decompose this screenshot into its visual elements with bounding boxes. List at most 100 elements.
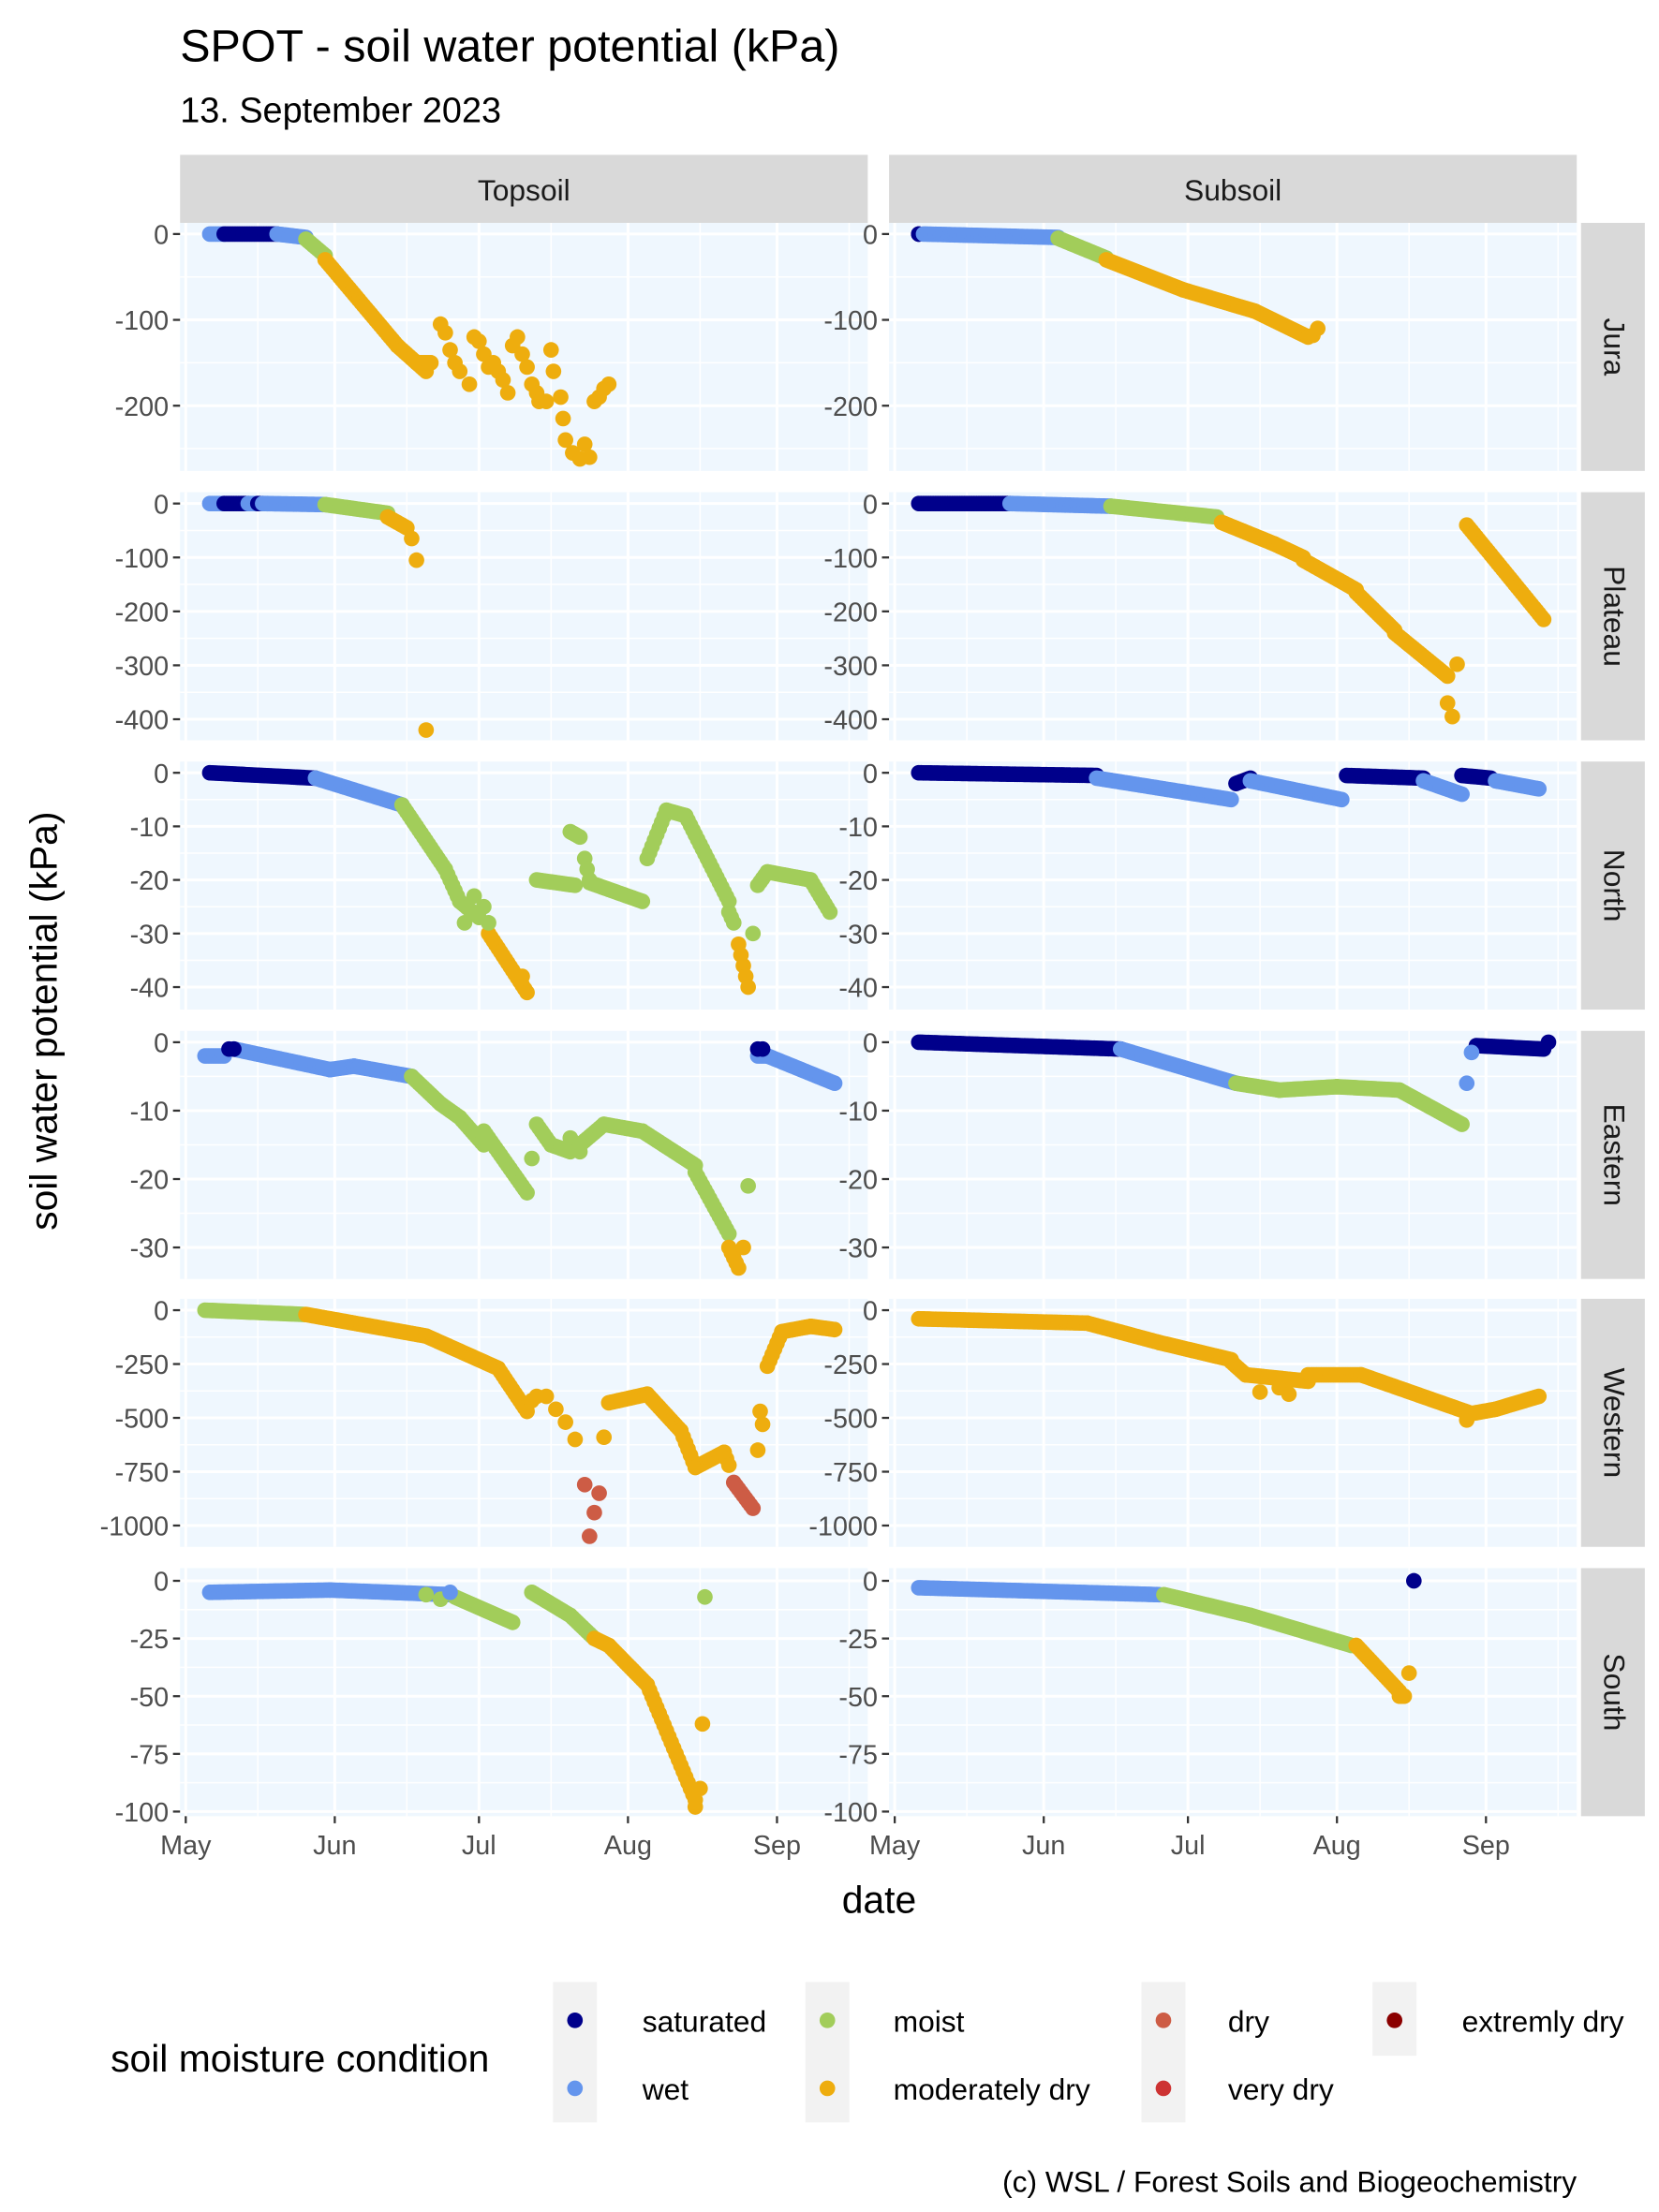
data-point-wet	[1459, 1075, 1475, 1092]
y-tick-label: -250	[823, 1350, 878, 1380]
x-tick-label: Sep	[753, 1831, 801, 1861]
data-point-moderately-dry	[720, 1457, 737, 1473]
panel-south-subsoil: 0 -25 -50 -75 -100	[823, 1568, 1578, 1828]
y-tick-label: -25	[838, 1625, 878, 1655]
panel-north-topsoil: 0 -10 -20 -30 -40	[130, 759, 868, 1010]
y-tick-label: -20	[838, 1166, 878, 1196]
legend-key-moist	[819, 2012, 836, 2028]
strip-jura	[1580, 222, 1645, 471]
data-point-moderately-dry	[538, 393, 555, 409]
legend-key-very-dry	[1155, 2080, 1172, 2097]
data-point-moderately-dry	[1252, 1384, 1268, 1400]
data-point-moderately-dry	[576, 436, 593, 452]
y-tick-label: -30	[838, 1234, 878, 1264]
y-tick-label: -20	[130, 866, 170, 896]
y-tick-label: -100	[823, 1798, 878, 1828]
panel-eastern-subsoil: 0 -10 -20 -30	[838, 1028, 1578, 1279]
strip-label: North	[1598, 849, 1632, 922]
data-point-moderately-dry	[545, 363, 562, 379]
caption: (c) WSL / Forest Soils and Biogeochemist…	[1002, 2164, 1577, 2198]
y-axis-title: soil water potential (kPa)	[22, 811, 66, 1230]
strip-label: Jura	[1598, 318, 1632, 376]
y-tick-label: -40	[838, 974, 878, 1004]
y-tick-label: -200	[823, 597, 878, 627]
y-tick-label: -40	[130, 974, 170, 1004]
data-point-moderately-dry	[555, 410, 571, 427]
y-tick-label: -75	[838, 1740, 878, 1770]
data-point-moderately-dry	[519, 359, 535, 376]
data-point-moderately-dry	[542, 342, 559, 358]
data-point-moderately-dry	[1400, 1665, 1417, 1681]
data-point-moderately-dry	[1310, 320, 1326, 337]
y-tick-label: -100	[823, 306, 878, 336]
panel-background	[889, 222, 1578, 471]
strip-subsoil	[889, 155, 1578, 223]
data-point-moist	[745, 925, 762, 942]
legend-title: soil moisture condition	[111, 2037, 489, 2080]
data-point-moist	[456, 915, 473, 931]
data-point-moderately-dry	[1439, 695, 1456, 712]
data-point-wet	[442, 1585, 458, 1600]
data-point-moist	[634, 893, 651, 909]
data-point-saturated	[226, 1040, 242, 1057]
data-point-dry	[591, 1485, 607, 1501]
data-point-saturated	[1405, 1572, 1422, 1589]
data-point-moderately-dry	[1444, 708, 1460, 725]
panel-western-topsoil: 0 -250 -500 -750 -1000	[100, 1297, 868, 1547]
y-tick-label: 0	[154, 1028, 169, 1058]
y-tick-label: -1000	[808, 1512, 878, 1542]
y-tick-label: 0	[863, 759, 878, 789]
data-point-moist	[567, 877, 584, 893]
data-point-moderately-dry	[692, 1780, 708, 1797]
y-tick-label: -10	[838, 1098, 878, 1128]
legend-label: wet	[642, 2072, 689, 2106]
y-tick-label: -100	[115, 306, 170, 336]
y-tick-label: 0	[154, 1568, 169, 1598]
data-point-moist	[697, 1588, 713, 1605]
legend-key-background	[1141, 1982, 1186, 2123]
data-point-moderately-dry	[1439, 668, 1456, 685]
data-point-moderately-dry	[538, 1388, 555, 1405]
y-tick-label: -400	[115, 706, 170, 736]
y-tick-label: -50	[130, 1683, 170, 1713]
y-tick-label: 0	[154, 220, 169, 250]
y-tick-label: -100	[115, 544, 170, 574]
legend-key-saturated	[567, 2012, 584, 2028]
data-point-dry	[586, 1504, 602, 1521]
data-point-moist	[519, 1185, 535, 1201]
data-point-moderately-dry	[735, 1239, 751, 1256]
y-tick-label: 0	[154, 490, 169, 520]
y-tick-label: -200	[823, 392, 878, 422]
x-tick-label: May	[160, 1831, 212, 1861]
y-tick-label: -10	[838, 813, 878, 843]
panel-south-topsoil: 0 -25 -50 -75 -100	[115, 1568, 868, 1828]
data-point-wet	[1334, 791, 1350, 808]
data-point-moderately-dry	[557, 432, 573, 449]
data-point-moderately-dry	[495, 372, 511, 389]
data-point-moderately-dry	[461, 376, 478, 392]
panel-eastern-topsoil: 0 -10 -20 -30	[130, 1028, 868, 1279]
y-tick-label: -75	[130, 1740, 170, 1770]
data-point-moist	[476, 898, 492, 915]
y-tick-label: 0	[863, 220, 878, 250]
data-point-moderately-dry	[553, 389, 569, 406]
y-tick-label: 0	[863, 1028, 878, 1058]
data-point-moist	[822, 904, 838, 921]
y-tick-label: 0	[863, 490, 878, 520]
y-tick-label: -300	[115, 652, 170, 682]
data-point-moderately-dry	[582, 449, 598, 465]
y-tick-label: -750	[115, 1458, 170, 1488]
data-point-moist	[466, 888, 482, 905]
panel-jura-topsoil: 0 -100 -200	[115, 220, 868, 471]
data-point-moderately-dry	[442, 342, 458, 358]
y-tick-label: -500	[823, 1405, 878, 1435]
legend-key-dry	[1155, 2012, 1172, 2028]
data-point-moist	[481, 915, 496, 931]
data-point-wet	[826, 1075, 843, 1092]
panel-north-subsoil: 0 -10 -20 -30 -40	[838, 759, 1578, 1010]
y-tick-label: -10	[130, 813, 170, 843]
x-tick-label: May	[869, 1831, 921, 1861]
strip-label: Topsoil	[478, 173, 570, 207]
strip-label: South	[1598, 1653, 1632, 1731]
